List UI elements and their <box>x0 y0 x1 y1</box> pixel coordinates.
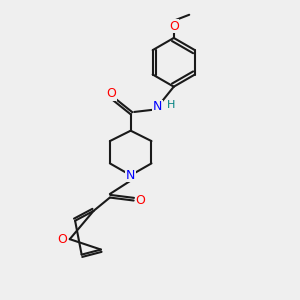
Text: H: H <box>167 100 175 110</box>
Text: O: O <box>135 194 145 207</box>
Text: N: N <box>126 169 135 182</box>
Text: O: O <box>57 233 67 246</box>
Text: O: O <box>169 20 179 33</box>
Text: O: O <box>106 87 116 100</box>
Text: N: N <box>153 100 162 113</box>
